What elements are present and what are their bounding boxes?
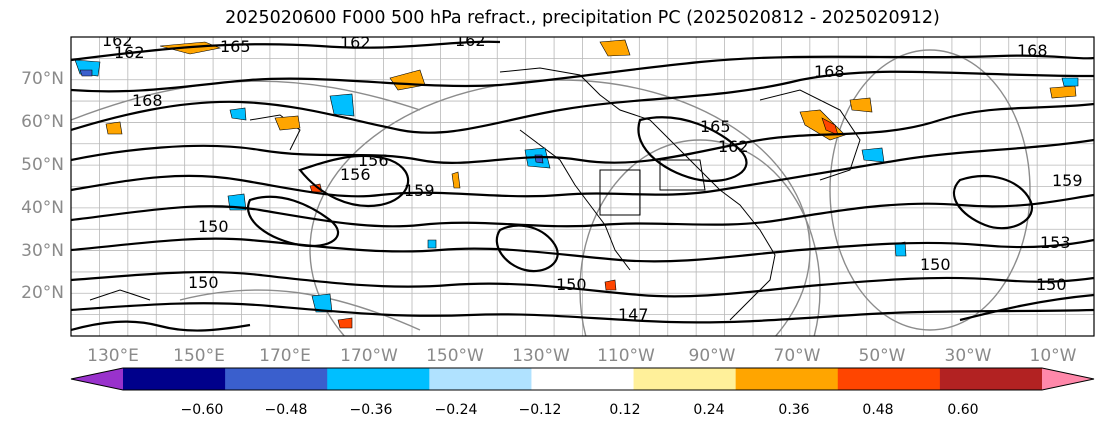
lat-label: 70°N [21,69,64,89]
lat-label: 30°N [21,241,64,261]
coastlines [89,67,861,321]
contour-label: 168 [1017,41,1048,60]
contour-label: 162 [114,43,145,62]
colorbar-segment [837,368,941,390]
precip-patches [74,39,1079,329]
contour-label: 168 [814,62,845,81]
longitude-axis: 130°E 150°E 170°E 170°W 150°W 130°W 110°… [87,346,1077,366]
lon-label: 150°E [173,346,225,366]
colorbar-tick-label: 0.36 [778,402,809,418]
lon-label: 130°E [87,346,139,366]
lon-label: 30°W [945,346,992,366]
colorbar-extend-high [1042,368,1094,390]
colorbar-segment [225,368,328,390]
colorbar-segment [531,368,635,390]
lat-label: 40°N [21,198,64,218]
lon-label: 50°W [859,346,906,366]
lon-label: 170°E [259,346,311,366]
colorbar-tick-label: −0.36 [350,402,393,418]
contour-label: 153 [1040,233,1071,252]
contour-label: 147 [618,305,649,324]
colorbar-tick-label: 0.12 [609,402,640,418]
lon-label: 90°W [689,346,736,366]
colorbar-tick-label: 0.48 [862,402,893,418]
lat-label: 50°N [21,155,64,175]
contour-label: 162 [455,31,486,50]
colorbar-segment [735,368,839,390]
height-contours [71,40,1094,332]
colorbar-ticks: −0.60 −0.48 −0.36 −0.24 −0.12 0.12 0.24 … [181,402,979,418]
colorbar-tick-label: −0.48 [265,402,308,418]
contour-label: 150 [556,275,587,294]
colorbar-extend-low [71,368,123,390]
map-frame [70,36,1095,337]
contour-label: 159 [404,181,435,200]
contour-labels: 162 165 162 162 162 168 168 168 156 159 … [102,31,1083,324]
contour-label: 150 [188,273,219,292]
contour-label: 150 [920,255,951,274]
colorbar-tick-label: 0.60 [947,402,978,418]
contour-label: 159 [1052,171,1083,190]
colorbar-tick-label: −0.12 [519,402,562,418]
contour-label: 162 [718,137,749,156]
lon-label: 110°W [597,346,655,366]
contour-label: 162 [340,33,371,52]
lon-label: 150°W [426,346,484,366]
contour-label: 156 [358,151,389,170]
lat-label: 20°N [21,283,64,303]
colorbar [70,367,1095,391]
lon-label: 70°W [774,346,821,366]
colorbar-segment [123,368,226,390]
contour-label: 165 [220,37,251,56]
contour-label: 150 [198,217,229,236]
contour-label: 150 [1036,275,1067,294]
colorbar-tick-label: 0.24 [693,402,724,418]
colorbar-segment [429,368,532,390]
colorbar-tick-label: −0.24 [435,402,478,418]
colorbar-segment [327,368,430,390]
map-title: 2025020600 F000 500 hPa refract., precip… [225,8,940,28]
lat-label: 60°N [21,112,64,132]
contour-label: 165 [700,117,731,136]
contour-label: 168 [132,91,163,110]
lon-label: 10°W [1030,346,1077,366]
contour-label: 156 [340,165,371,184]
lon-label: 170°W [340,346,398,366]
latitude-axis: 70°N 60°N 50°N 40°N 30°N 20°N [21,69,64,303]
colorbar-outline [70,367,1095,391]
contour-label: 162 [102,31,133,50]
colorbar-segment [633,368,737,390]
colorbar-segment [939,368,1043,390]
colorbar-tick-label: −0.60 [181,402,224,418]
lon-label: 130°W [512,346,570,366]
